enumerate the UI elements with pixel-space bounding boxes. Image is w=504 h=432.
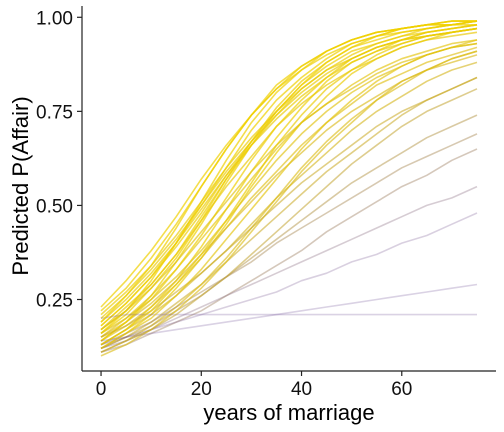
x-tick-label-60: 60 [391, 379, 412, 400]
prediction-line-17 [100, 114, 478, 350]
prediction-line-30 [100, 313, 477, 320]
x-tick-label-0: 0 [96, 379, 107, 400]
y-tick-label-0.25: 0.25 [36, 291, 73, 312]
prediction-line-27 [100, 283, 478, 342]
prediction-line-20 [100, 24, 478, 342]
prediction-line-25 [100, 212, 478, 346]
prediction-line-32 [100, 39, 478, 350]
prediction-lines [100, 20, 478, 357]
prediction-line-21 [100, 148, 478, 353]
axis-ticks: 0 20 40 60 0.25 0.50 0.75 1.00 [36, 8, 412, 400]
prediction-line-34 [100, 27, 478, 346]
y-tick-label-1.00: 1.00 [36, 8, 73, 29]
prediction-line-22 [100, 27, 478, 316]
prediction-line-26 [100, 50, 478, 357]
prediction-line-13 [100, 76, 478, 350]
prediction-line-33 [100, 42, 478, 331]
prediction-line-10 [100, 46, 478, 342]
x-tick-label-20: 20 [191, 379, 212, 400]
prediction-line-18 [100, 24, 478, 331]
y-axis-title: Predicted P(Affair) [8, 96, 33, 275]
prediction-line-36 [100, 20, 477, 323]
prediction-line-35 [100, 88, 478, 353]
prediction-line-9 [100, 39, 478, 338]
prediction-line-19 [100, 133, 478, 346]
prediction-line-29 [100, 76, 478, 338]
x-tick-label-40: 40 [291, 379, 312, 400]
y-tick-label-0.50: 0.50 [36, 196, 73, 217]
prediction-line-12 [100, 20, 478, 335]
prediction-line-23 [100, 185, 478, 350]
y-tick-label-0.75: 0.75 [36, 102, 73, 123]
x-axis-title: years of marriage [203, 400, 374, 425]
